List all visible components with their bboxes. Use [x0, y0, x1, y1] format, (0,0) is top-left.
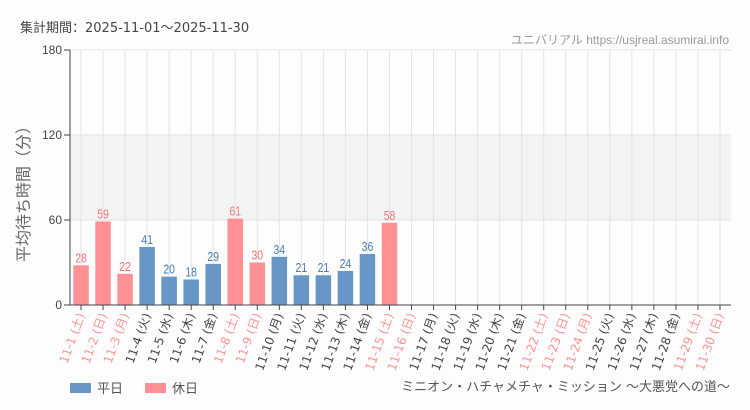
y-tick-label: 60 [49, 213, 63, 227]
bar [183, 279, 199, 305]
legend-swatch-holiday [145, 382, 167, 393]
bar-value-label: 22 [119, 260, 131, 274]
bar-value-label: 36 [362, 240, 374, 254]
bar-value-label: 61 [229, 205, 241, 219]
bar [117, 273, 133, 305]
bar-value-label: 18 [185, 265, 197, 279]
legend-swatch-weekday [70, 382, 91, 393]
bar [337, 271, 354, 305]
bar-value-label: 41 [141, 233, 153, 247]
bar [381, 222, 398, 305]
bar [293, 275, 310, 305]
site-credit: ユニバリアル https://usjreal.asumirai.info [511, 33, 729, 47]
bar-value-label: 30 [251, 248, 263, 262]
bar [95, 221, 111, 305]
bar-value-label: 58 [384, 209, 396, 223]
bar-value-label: 59 [97, 207, 109, 221]
aggregation-period: 集計期間：2025-11-01～2025-11-30 [20, 21, 250, 36]
attraction-name: ミニオン・ハチャメチャ・ミッション ～大悪党への道～ [401, 380, 730, 395]
bar [359, 254, 376, 305]
legend-label: 休日 [172, 382, 199, 397]
legend: 平日 休日 [70, 378, 220, 397]
y-tick-label: 120 [42, 128, 62, 142]
bar [205, 263, 221, 305]
bar-value-label: 20 [163, 263, 175, 277]
bar-value-label: 21 [296, 261, 308, 275]
bar [139, 246, 155, 305]
bar-value-label: 28 [75, 251, 87, 265]
bar-value-label: 29 [207, 250, 219, 264]
bar [271, 256, 288, 305]
bar [227, 218, 243, 305]
bar-value-label: 34 [274, 243, 286, 257]
bar [249, 262, 266, 305]
bar-value-label: 24 [340, 257, 352, 271]
bar-value-label: 21 [318, 261, 330, 275]
y-tick-label: 0 [55, 298, 62, 312]
legend-item-weekday[interactable]: 平日 [70, 378, 123, 397]
bar [315, 275, 332, 305]
grid-band [70, 135, 731, 220]
bar [161, 276, 177, 305]
bar [73, 265, 89, 305]
legend-label: 平日 [97, 382, 124, 397]
legend-item-holiday[interactable]: 休日 [145, 378, 198, 397]
y-tick-label: 180 [42, 43, 62, 57]
